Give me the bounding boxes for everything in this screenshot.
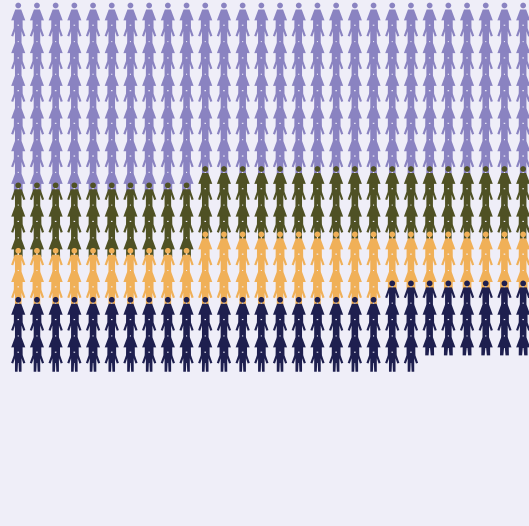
person-icon	[366, 345, 381, 372]
person-icon	[329, 345, 344, 372]
person-icon	[85, 345, 101, 372]
person-icon	[216, 345, 232, 372]
person-icon	[254, 345, 269, 372]
person-icon	[235, 345, 250, 372]
person-icon	[29, 345, 45, 372]
person-icon	[310, 345, 325, 372]
person-icon	[11, 345, 26, 372]
person-icon	[385, 345, 400, 372]
icon-grid	[11, 2, 529, 372]
person-icon	[516, 329, 529, 356]
person-icon	[48, 345, 63, 372]
person-icon	[478, 329, 493, 356]
person-icon	[142, 345, 157, 372]
person-icon	[347, 345, 362, 372]
person-icon	[123, 345, 138, 372]
person-icon	[291, 345, 306, 372]
person-icon	[160, 345, 175, 372]
person-icon	[179, 345, 194, 372]
person-icon	[497, 329, 512, 356]
person-icon	[460, 329, 475, 356]
person-icon	[403, 345, 419, 372]
person-icon	[272, 345, 288, 372]
person-icon	[67, 345, 82, 372]
person-icon	[441, 329, 456, 356]
person-icon	[198, 345, 213, 372]
person-icon	[104, 345, 119, 372]
person-icon	[422, 329, 437, 356]
